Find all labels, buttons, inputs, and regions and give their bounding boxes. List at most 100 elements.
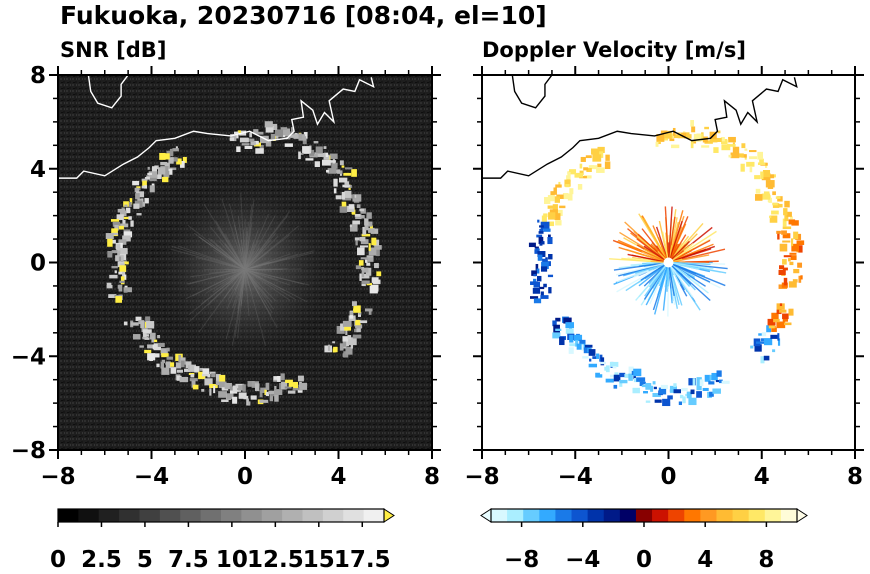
doppler-echo-cell	[555, 184, 561, 187]
doppler-echo-cell	[784, 323, 791, 326]
snr-echo-cell	[133, 334, 140, 339]
snr-echo-cell	[298, 152, 301, 160]
snr-echo-cell	[140, 321, 144, 328]
snr-echo-cell	[166, 348, 169, 352]
doppler-x-tick-label: 8	[847, 464, 863, 490]
snr-colorbar-segment	[78, 509, 99, 522]
doppler-echo-cell	[596, 374, 602, 377]
snr-colorbar-segment	[119, 509, 140, 522]
snr-echo-cell	[139, 345, 144, 347]
doppler-echo-cell	[548, 205, 555, 208]
doppler-echo-cell	[534, 298, 541, 303]
snr-echo-cell	[118, 272, 122, 275]
snr-echo-cell	[368, 228, 375, 233]
doppler-colorbar-segment	[620, 509, 637, 522]
doppler-echo-cell	[597, 164, 601, 168]
doppler-echo-cell	[548, 212, 555, 219]
snr-echo-cell	[342, 165, 345, 167]
doppler-echo-cell	[780, 303, 782, 306]
snr-echo-cell	[135, 193, 140, 199]
snr-echo-cell	[355, 237, 360, 240]
doppler-echo-cell	[784, 278, 787, 285]
doppler-echo-cell	[582, 344, 584, 350]
snr-echo-cell	[353, 335, 361, 339]
doppler-colorbar-extend-max	[797, 509, 807, 522]
doppler-echo-cell	[703, 388, 709, 391]
snr-echo-cell	[124, 217, 129, 219]
snr-colorbar-tick-label: 17.5	[334, 547, 391, 570]
snr-echo-cell	[249, 139, 254, 142]
snr-echo-cell	[277, 376, 281, 382]
doppler-echo-cell	[567, 172, 570, 176]
doppler-echo-cell	[559, 337, 564, 345]
snr-echo-cell	[126, 208, 130, 213]
snr-colorbar-segment	[364, 509, 385, 522]
doppler-echo-cell	[669, 138, 674, 141]
doppler-echo-cell	[541, 266, 547, 271]
doppler-echo-cell	[586, 155, 592, 158]
snr-echo-cell	[112, 250, 118, 253]
snr-echo-cell	[350, 311, 354, 315]
snr-echo-cell	[366, 262, 370, 265]
doppler-echo-cell	[548, 287, 551, 293]
figure-title: Fukuoka, 20230716 [08:04, el=10]	[60, 1, 547, 30]
doppler-echo-cell	[592, 154, 601, 161]
doppler-colorbar-tick-label: 4	[697, 547, 713, 570]
doppler-colorbar-extend-min	[481, 509, 491, 522]
doppler-colorbar-tick-label: 8	[758, 547, 774, 570]
doppler-echo-cell	[757, 152, 763, 160]
snr-echo-cell	[360, 320, 367, 323]
doppler-echo-cell	[746, 162, 754, 167]
snr-echo-cell	[365, 308, 373, 311]
snr-colorbar-segment	[160, 509, 181, 522]
snr-echo-cell	[365, 260, 368, 263]
snr-echo-cell	[259, 400, 268, 403]
snr-echo-cell	[242, 384, 245, 391]
doppler-echo-cell	[772, 191, 776, 195]
doppler-echo-cell	[539, 243, 542, 246]
snr-echo-cell	[351, 169, 357, 177]
doppler-echo-cell	[797, 263, 802, 268]
snr-echo-cell	[119, 226, 124, 230]
snr-echo-cell	[131, 322, 139, 325]
snr-colorbar-segment	[99, 509, 120, 522]
doppler-echo-cell	[754, 175, 760, 179]
snr-echo-cell	[352, 301, 357, 306]
doppler-echo-cell	[693, 378, 696, 385]
doppler-echo-cell	[655, 400, 662, 403]
snr-echo-cell	[144, 350, 151, 353]
snr-echo-cell	[266, 383, 270, 390]
snr-echo-cell	[200, 368, 203, 371]
snr-echo-cell	[124, 291, 128, 293]
doppler-colorbar-segment	[733, 509, 750, 522]
snr-echo-cell	[151, 336, 154, 342]
doppler-echo-cell	[559, 206, 565, 209]
doppler-echo-cell	[537, 276, 541, 281]
snr-echo-cell	[288, 391, 296, 394]
doppler-echo-cell	[797, 240, 805, 245]
snr-echo-cell	[154, 353, 160, 357]
doppler-echo-cell	[755, 194, 762, 201]
snr-x-tick-label: −8	[40, 464, 75, 490]
doppler-echo-cell	[788, 309, 793, 316]
snr-echo-cell	[132, 181, 139, 185]
snr-echo-cell	[328, 168, 337, 174]
doppler-echo-cell	[555, 220, 561, 225]
snr-panel-title: SNR [dB]	[60, 38, 166, 62]
doppler-colorbar-segment	[684, 509, 701, 522]
snr-echo-cell	[170, 362, 174, 367]
doppler-echo-cell	[613, 366, 617, 368]
snr-echo-cell	[130, 220, 133, 226]
snr-colorbar-segment	[323, 509, 344, 522]
doppler-echo-cell	[764, 191, 770, 196]
snr-echo-cell	[332, 341, 335, 343]
snr-echo-cell	[361, 267, 364, 270]
doppler-echo-cell	[591, 148, 599, 154]
snr-echo-cell	[333, 179, 337, 187]
doppler-echo-cell	[783, 226, 791, 229]
snr-echo-cell	[316, 146, 323, 153]
doppler-colorbar-segment	[572, 509, 589, 522]
snr-echo-cell	[343, 321, 352, 327]
doppler-echo-cell	[533, 288, 540, 294]
